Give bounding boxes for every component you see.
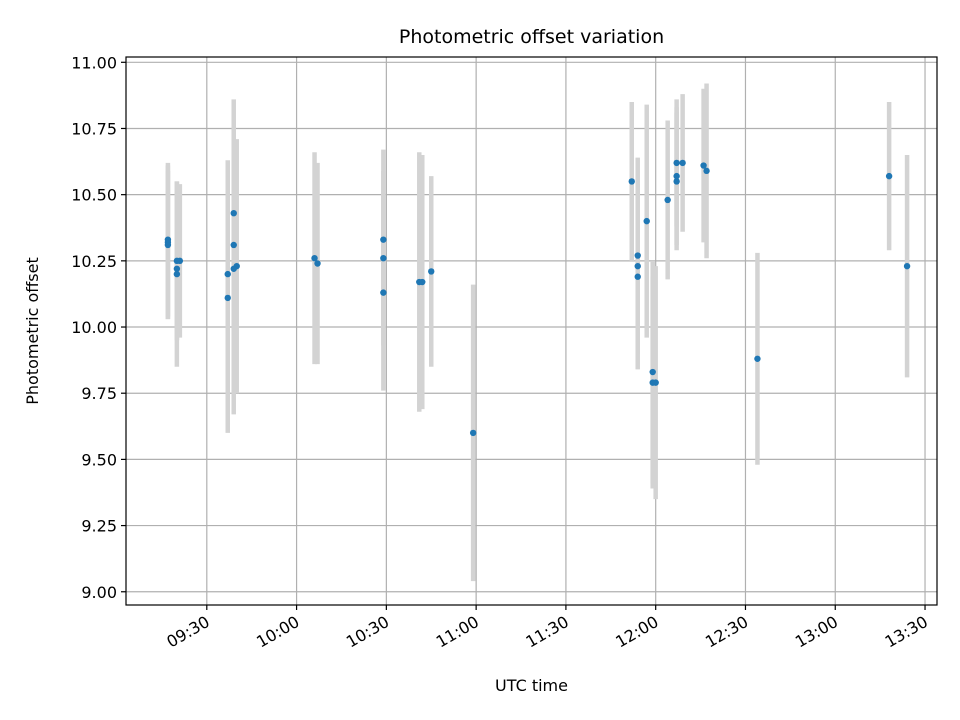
data-point [224, 270, 231, 278]
data-point [173, 270, 181, 278]
x-tick-label: 13:00 [792, 612, 841, 652]
data-point [164, 236, 172, 243]
x-axis-ticks: 09:30 10:00 10:30 11:00 11:30 12:00 12:30 13:00… [163, 605, 931, 652]
data-point [314, 260, 321, 267]
data-point [230, 265, 237, 272]
data-point [176, 257, 184, 265]
data-points [164, 159, 911, 437]
data-point [164, 241, 172, 249]
data-point [224, 294, 231, 302]
x-tick-label: 12:30 [702, 612, 751, 652]
y-tick-label: 9.50 [81, 450, 117, 469]
data-point [311, 254, 318, 262]
data-point [419, 278, 426, 286]
y-axis-label: Photometric offset [23, 257, 42, 405]
y-axis-ticks: 9.00 9.25 9.50 9.75 10.00 10.25 10.50 10.75 11.0… [71, 53, 126, 602]
data-point [643, 217, 650, 225]
x-axis-label: UTC time [495, 676, 568, 695]
y-tick-label: 10.75 [71, 119, 117, 138]
plot-area-frame [125, 56, 938, 606]
y-tick-label: 9.00 [81, 583, 117, 602]
data-point [673, 159, 680, 167]
x-tick-label: 11:00 [433, 612, 482, 652]
data-point [703, 167, 710, 175]
data-point [885, 172, 893, 180]
y-tick-label: 10.00 [71, 318, 117, 337]
data-point [380, 254, 387, 262]
x-tick-label: 12:00 [612, 612, 661, 652]
data-point [754, 355, 761, 362]
data-point [700, 162, 707, 169]
x-tick-label: 11:30 [522, 612, 571, 652]
data-point [380, 236, 387, 243]
data-point [380, 289, 387, 296]
y-tick-label: 11.00 [71, 53, 117, 72]
x-tick-label: 10:30 [343, 612, 392, 652]
y-tick-label: 10.25 [71, 252, 117, 271]
data-point [649, 368, 656, 376]
y-tick-label: 9.25 [81, 517, 117, 536]
data-point [230, 241, 237, 249]
y-tick-label: 9.75 [81, 384, 117, 403]
chart-title: Photometric offset variation [399, 26, 664, 48]
data-point [664, 196, 671, 204]
data-point [652, 379, 659, 386]
data-point [634, 252, 641, 259]
data-point [173, 265, 181, 272]
data-point [634, 273, 641, 280]
data-point [679, 159, 686, 167]
y-tick-label: 10.50 [71, 186, 117, 205]
data-point [673, 172, 680, 180]
error-bars [165, 83, 910, 582]
x-tick-label: 10:00 [253, 612, 302, 652]
x-tick-label: 09:30 [163, 612, 212, 652]
data-point [428, 268, 435, 275]
data-point [628, 178, 635, 185]
data-point [634, 262, 641, 270]
data-point [903, 262, 911, 270]
data-point [230, 209, 237, 217]
data-point [673, 178, 680, 185]
x-tick-label: 13:30 [882, 612, 931, 652]
grid [126, 57, 937, 605]
data-point [469, 429, 477, 437]
